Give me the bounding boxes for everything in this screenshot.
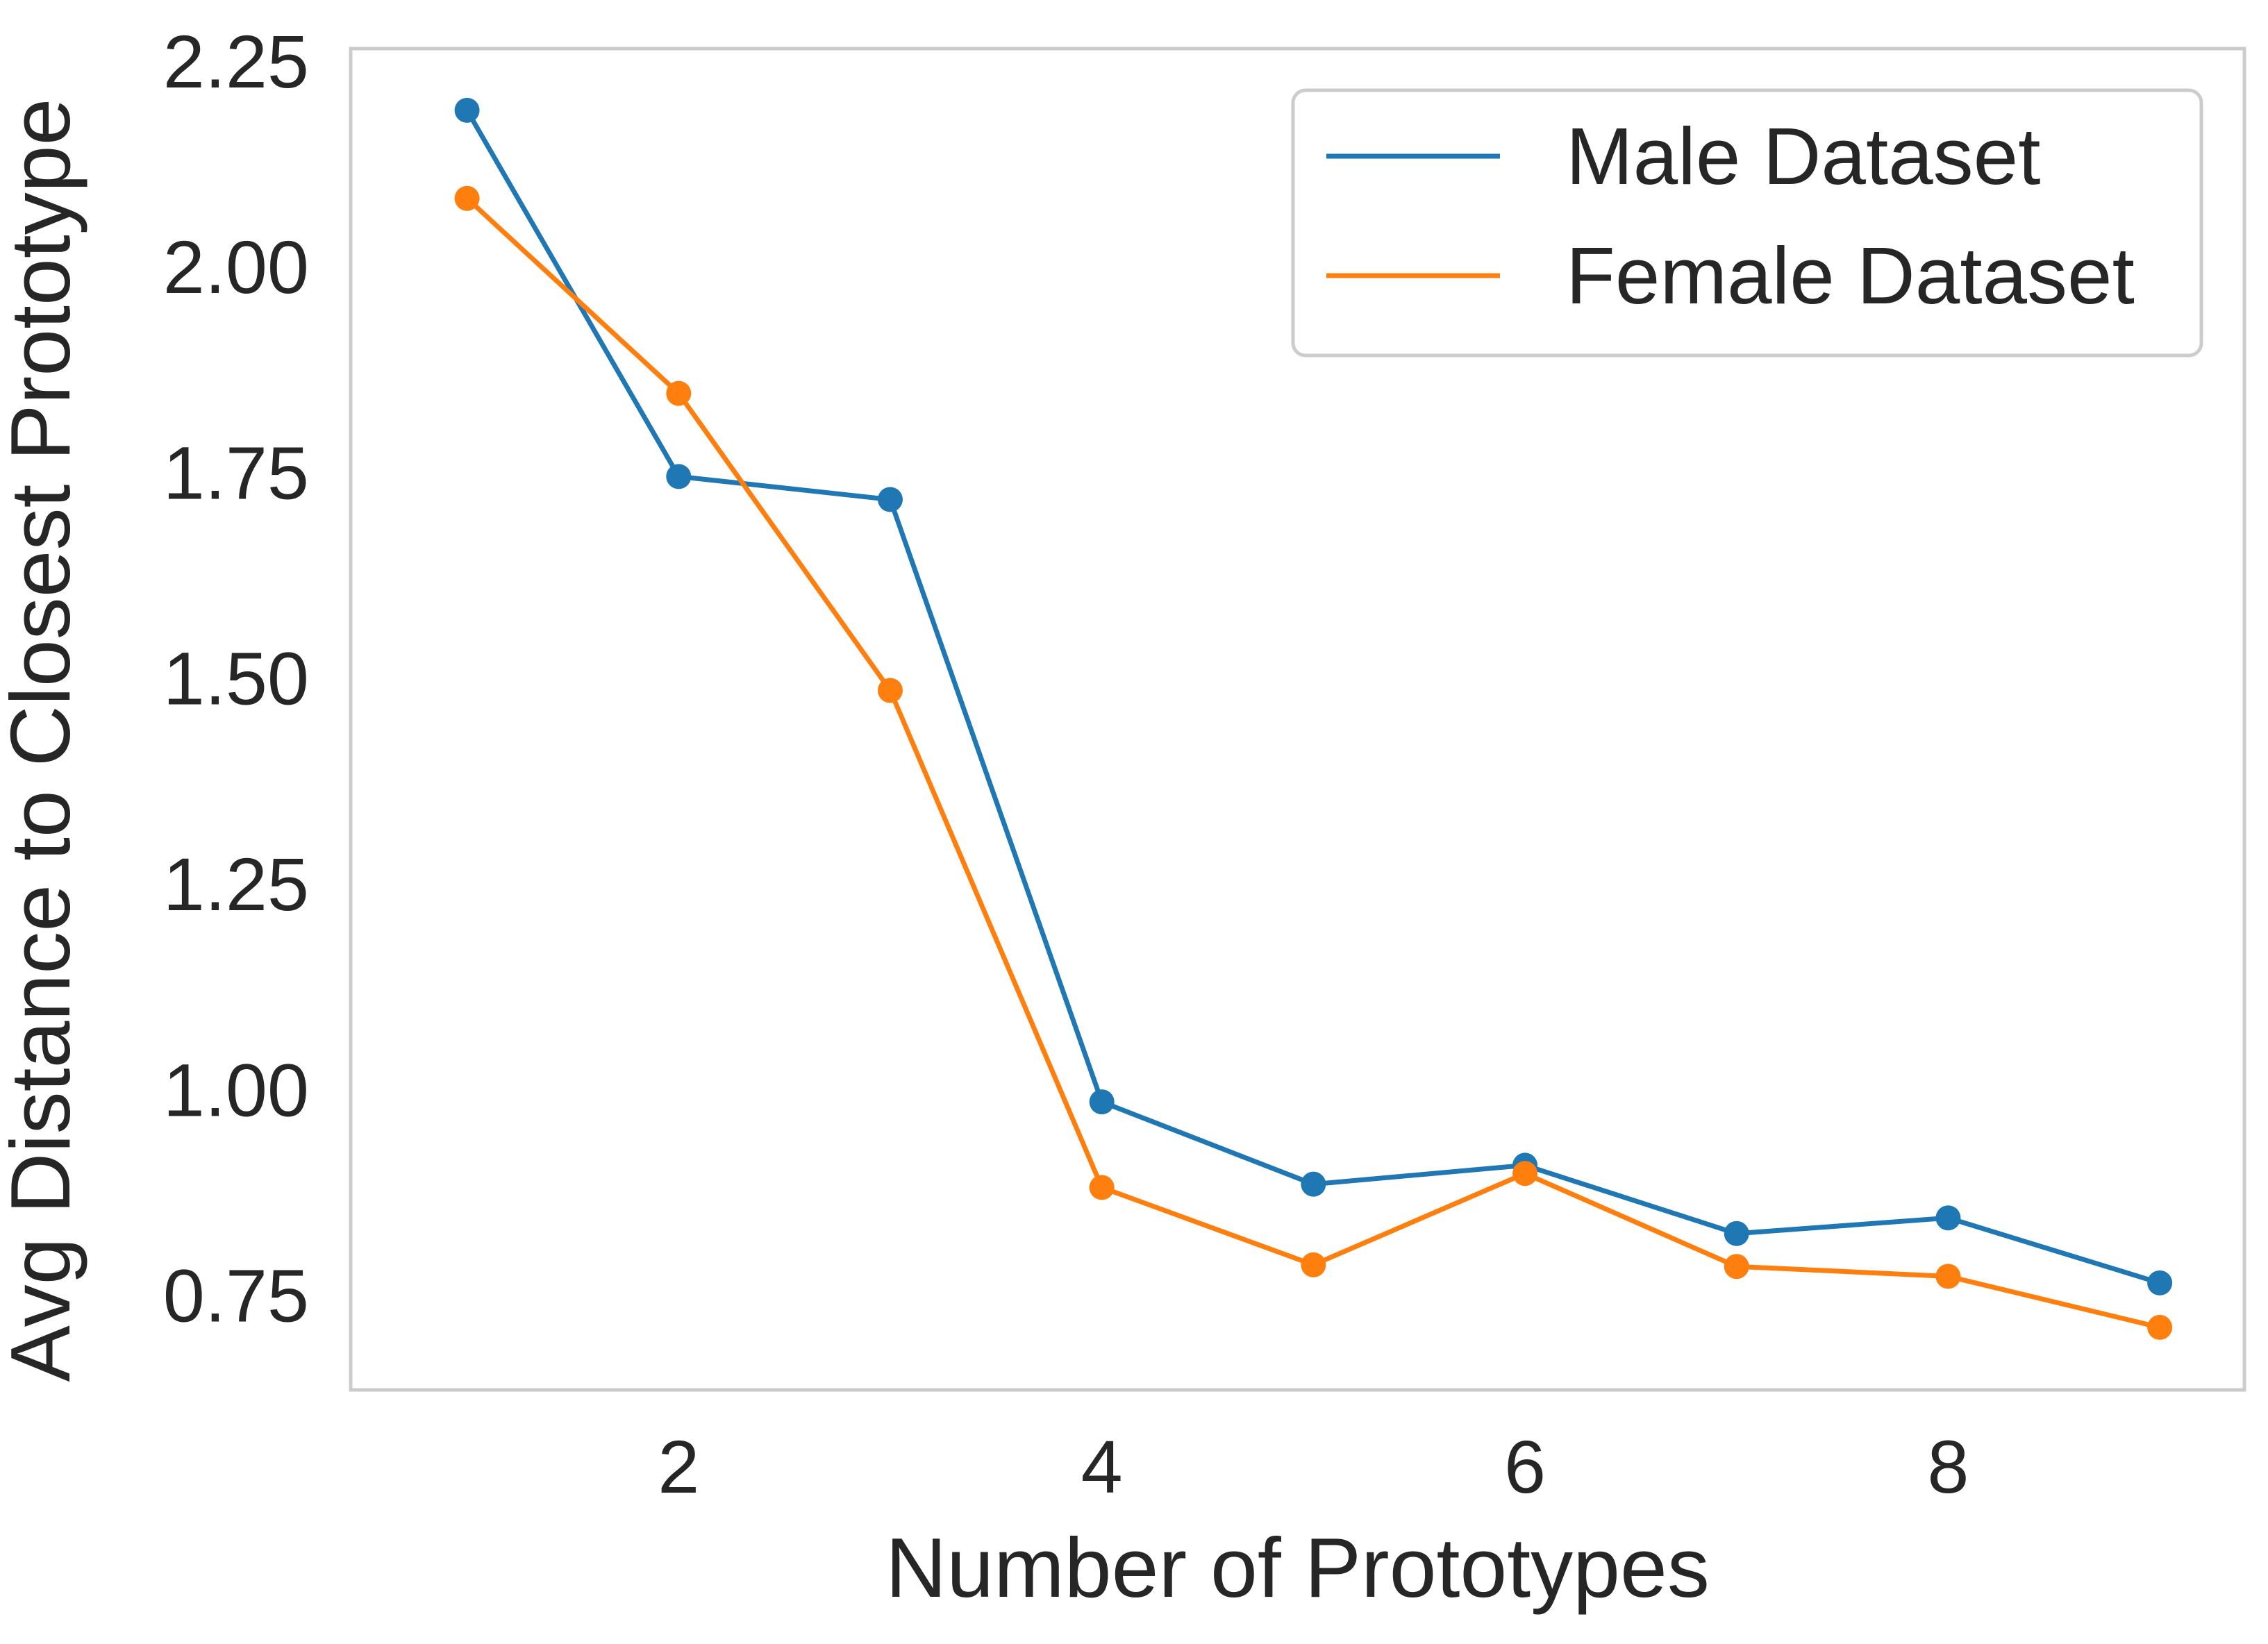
- data-point: [1512, 1161, 1538, 1186]
- data-point: [1301, 1252, 1326, 1277]
- x-axis-label: Number of Prototypes: [885, 1520, 1710, 1615]
- y-tick-label: 0.75: [163, 1254, 309, 1338]
- legend-frame: [1291, 88, 2203, 358]
- data-point: [1089, 1089, 1115, 1115]
- data-point: [454, 185, 480, 211]
- legend-label: Female Dataset: [1566, 230, 2135, 321]
- data-point: [877, 487, 903, 512]
- legend-item: Female Dataset: [1326, 230, 2135, 321]
- plot-area-frame: [349, 47, 2246, 1392]
- y-tick-label: 1.00: [163, 1048, 309, 1132]
- data-point: [666, 464, 692, 489]
- y-tick-label: 1.50: [163, 637, 309, 721]
- x-tick-label: 4: [1081, 1425, 1123, 1509]
- data-point: [1089, 1175, 1115, 1200]
- legend-item: Male Dataset: [1326, 111, 2040, 201]
- x-tick-label: 6: [1504, 1425, 1546, 1509]
- data-point: [1935, 1205, 1961, 1231]
- data-point: [1724, 1254, 1749, 1280]
- data-point: [1935, 1264, 1961, 1289]
- y-tick-label: 2.25: [163, 19, 309, 103]
- y-tick-label: 1.25: [163, 842, 309, 926]
- data-point: [2147, 1270, 2173, 1295]
- series-female-dataset: [454, 185, 2173, 1340]
- data-point: [666, 380, 692, 406]
- x-tick-label: 8: [1927, 1425, 1969, 1509]
- data-point: [454, 97, 480, 123]
- series-layer: [454, 97, 2173, 1340]
- data-point: [2147, 1314, 2173, 1340]
- x-axis-ticks: 2 4 6 8: [658, 1425, 1969, 1509]
- legend-label: Male Dataset: [1566, 111, 2040, 201]
- legend: Male Dataset Female Dataset: [1291, 88, 2203, 358]
- y-axis-ticks: 0.75 1.00 1.25 1.50 1.75 2.00 2.25: [163, 19, 309, 1338]
- data-point: [877, 678, 903, 703]
- data-point: [1301, 1171, 1326, 1197]
- y-axis-label: Avg Distance to Closest Prototype: [0, 98, 87, 1382]
- y-tick-label: 1.75: [163, 430, 309, 514]
- y-tick-label: 2.00: [163, 225, 309, 309]
- data-point: [1724, 1221, 1749, 1246]
- x-tick-label: 2: [658, 1425, 699, 1509]
